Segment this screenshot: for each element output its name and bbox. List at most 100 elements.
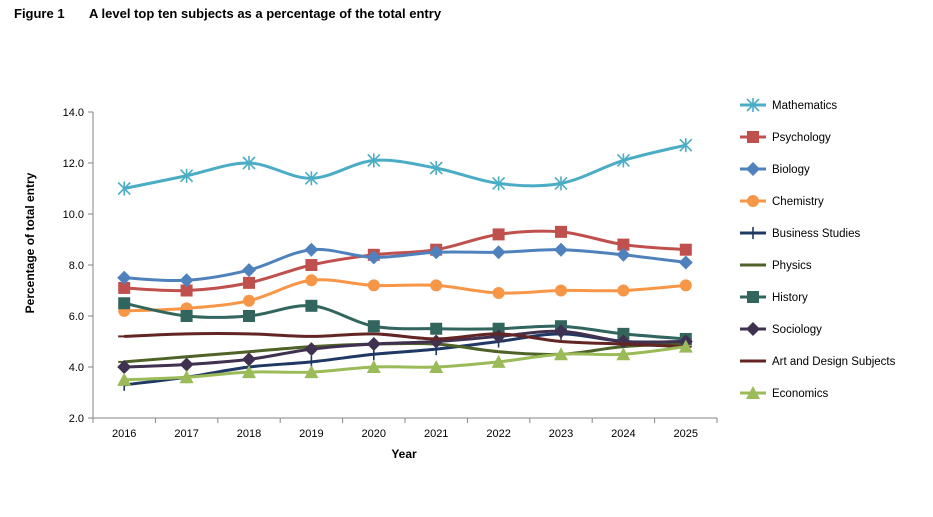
data-point-psychology [492, 228, 505, 241]
data-point-history [305, 299, 318, 312]
x-tick-label: 2022 [486, 428, 510, 440]
data-point-chemistry [617, 284, 630, 297]
data-point-mathematics [180, 168, 194, 183]
data-point-sociology [366, 337, 381, 352]
data-point-mathematics [492, 176, 506, 191]
series-line-sociology [124, 329, 686, 369]
data-point-biology [678, 255, 693, 270]
legend-label: History [772, 292, 808, 304]
legend-label: Psychology [772, 132, 831, 144]
data-point-history [430, 322, 443, 335]
series-psychology [118, 225, 692, 297]
data-point-history [243, 310, 255, 322]
data-point-economics [366, 360, 381, 373]
legend-entry-psychology: Psychology [740, 131, 831, 144]
data-point-sociology [242, 352, 256, 367]
series-layer [117, 138, 693, 391]
legend-marker [746, 162, 760, 176]
data-point-chemistry [555, 284, 567, 297]
data-point-mathematics [429, 161, 443, 176]
data-point-biology [491, 245, 506, 260]
series-biology [117, 242, 693, 288]
legend-label: Business Studies [772, 228, 860, 240]
data-point-biology [117, 270, 132, 285]
series-economics [117, 339, 693, 386]
data-point-sociology [429, 334, 444, 349]
figure-title: Figure 1 A level top ten subjects as a pe… [14, 6, 441, 21]
legend: Mathematics Psychology Biology Chemistry Bus… [740, 98, 896, 400]
data-point-history [180, 310, 193, 322]
y-tick-label: 12.0 [63, 158, 84, 170]
data-point-mathematics [679, 138, 693, 153]
data-point-biology [429, 245, 444, 260]
data-point-mathematics [117, 181, 131, 196]
legend-label: Mathematics [772, 100, 837, 112]
data-point-economics [678, 339, 693, 353]
legend-entry-business-studies: Business Studies [740, 227, 860, 240]
x-tick-label: 2023 [549, 428, 573, 440]
data-point-biology [366, 250, 381, 265]
axes: 2.0 4.0 6.0 8.0 10.0 12.0 14.0 2016 2017 2018 2019… [63, 107, 718, 440]
data-point-history [118, 297, 131, 310]
data-point-history [492, 322, 505, 335]
data-point-psychology [679, 243, 692, 256]
data-point-history [617, 327, 630, 340]
data-point-psychology [243, 276, 255, 289]
legend-marker [747, 131, 759, 143]
data-point-biology [554, 242, 568, 257]
series-line-psychology [124, 229, 686, 293]
x-axis-label: Year [391, 447, 417, 461]
data-point-biology [616, 247, 631, 262]
data-point-economics [491, 354, 506, 368]
series-line-mathematics [123, 143, 687, 190]
legend-marker [746, 386, 760, 399]
data-point-psychology [305, 259, 318, 271]
x-tick-label: 2025 [674, 428, 698, 440]
data-point-sociology [554, 324, 568, 339]
data-point-psychology [118, 281, 131, 294]
data-point-economics [429, 360, 444, 373]
legend-label: Art and Design Subjects [772, 356, 896, 368]
data-point-mathematics [616, 153, 630, 168]
y-tick-label: 14.0 [63, 107, 84, 119]
data-point-sociology [179, 357, 194, 372]
y-tick-label: 10.0 [63, 209, 84, 221]
data-point-psychology [180, 284, 193, 297]
data-point-mathematics [242, 156, 256, 170]
x-tick-label: 2016 [112, 428, 136, 440]
legend-entry-history: History [740, 291, 808, 304]
data-point-psychology [617, 238, 630, 251]
legend-entry-chemistry: Chemistry [740, 195, 824, 208]
legend-marker [747, 227, 759, 239]
x-tick-label: 2019 [299, 428, 323, 440]
data-point-economics [117, 372, 132, 386]
data-point-economics [616, 347, 631, 361]
y-tick-label: 8.0 [69, 260, 84, 272]
legend-entry-physics: Physics [740, 260, 812, 272]
data-point-psychology [555, 225, 567, 238]
data-point-chemistry [430, 279, 443, 292]
x-tick-label: 2021 [424, 428, 448, 440]
data-point-chemistry [305, 274, 318, 287]
data-point-biology [304, 242, 319, 257]
legend-label: Biology [772, 164, 810, 176]
data-point-mathematics [367, 153, 381, 168]
data-point-chemistry [243, 294, 255, 307]
legend-label: Economics [772, 388, 828, 400]
data-point-economics [554, 347, 568, 361]
x-tick-label: 2017 [174, 428, 198, 440]
data-point-chemistry [492, 287, 505, 300]
figure-number: Figure 1 [14, 6, 65, 21]
legend-entry-economics: Economics [740, 386, 828, 400]
series-line-history [123, 301, 686, 341]
x-tick-label: 2018 [237, 428, 261, 440]
legend-entry-sociology: Sociology [740, 322, 822, 336]
data-point-sociology [304, 342, 319, 357]
y-tick-label: 6.0 [69, 311, 84, 323]
legend-label: Chemistry [772, 196, 824, 208]
series-line-economics [124, 345, 686, 382]
series-mathematics [117, 138, 693, 196]
y-tick-label: 2.0 [69, 413, 84, 425]
y-tick-label: 4.0 [69, 362, 84, 374]
legend-marker [747, 291, 759, 303]
